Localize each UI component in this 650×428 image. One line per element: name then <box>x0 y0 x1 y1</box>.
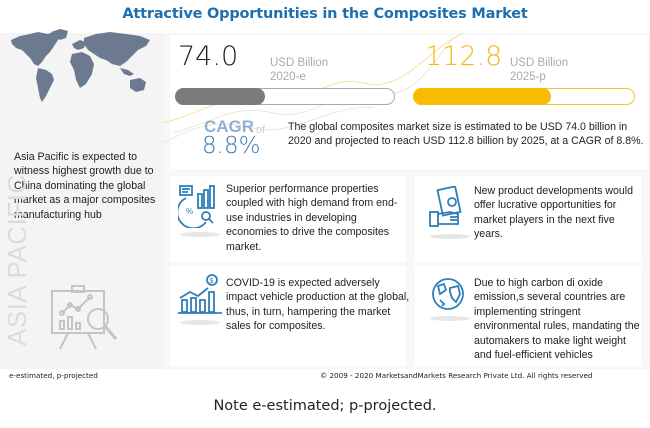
insight-card <box>170 266 406 366</box>
unit-label: USD Billion <box>270 57 329 69</box>
cagr-value: 8.8% <box>202 133 261 159</box>
unit-label: USD Billion <box>510 57 569 69</box>
note-caption: Note e-estimated; p-projected. <box>213 398 437 414</box>
icon-shadow <box>430 316 470 321</box>
year-label: 2025-p <box>510 71 546 83</box>
progress-fill-2025 <box>413 88 551 105</box>
icon-shadow <box>180 320 220 325</box>
svg-text:%: % <box>186 207 193 216</box>
market-summary: The global composites market size is est… <box>288 121 644 148</box>
growth-chart-icon: $ <box>178 274 222 314</box>
market-value-2020: 74.0 <box>178 41 239 72</box>
year-label: 2020-e <box>270 71 306 83</box>
insight-text: Due to high carbon di oxide emission,s s… <box>474 277 640 362</box>
region-vertical-label: ASIA PACIFIC <box>2 174 32 346</box>
footer-copyright: © 2009 - 2020 MarketsandMarkets Research… <box>320 371 593 380</box>
insight-text: Superior performance properties coupled … <box>226 183 398 253</box>
progress-bar-2025 <box>413 88 635 105</box>
insight-text: COVID-19 is expected adversely impact ve… <box>226 277 410 333</box>
footer-legend: e-estimated, p-projected <box>9 371 98 380</box>
icon-shadow <box>180 232 220 237</box>
page-title: Attractive Opportunities in the Composit… <box>122 6 528 22</box>
progress-fill-2020 <box>175 88 265 105</box>
market-unit-2025: USD Billion 2025-p <box>510 56 568 84</box>
cagr-of: of <box>256 124 266 136</box>
cagr-label: CAGR <box>204 117 255 136</box>
insight-text: New product developments would offer luc… <box>474 185 633 241</box>
progress-bar-2020 <box>175 88 395 105</box>
globe-icon <box>432 278 464 310</box>
hand-money-icon <box>429 186 462 227</box>
market-value-2025: 112.8 <box>425 41 503 72</box>
analytics-icon: % <box>178 185 215 228</box>
insight-card <box>415 176 641 262</box>
icon-shadow <box>430 234 470 239</box>
world-map-icon <box>11 29 150 102</box>
svg-text:$: $ <box>210 278 214 285</box>
region-description: Asia Pacific is expected to witness high… <box>14 151 156 221</box>
market-unit-2020: USD Billion 2020-e <box>270 56 328 84</box>
presentation-chart-icon <box>51 285 118 350</box>
